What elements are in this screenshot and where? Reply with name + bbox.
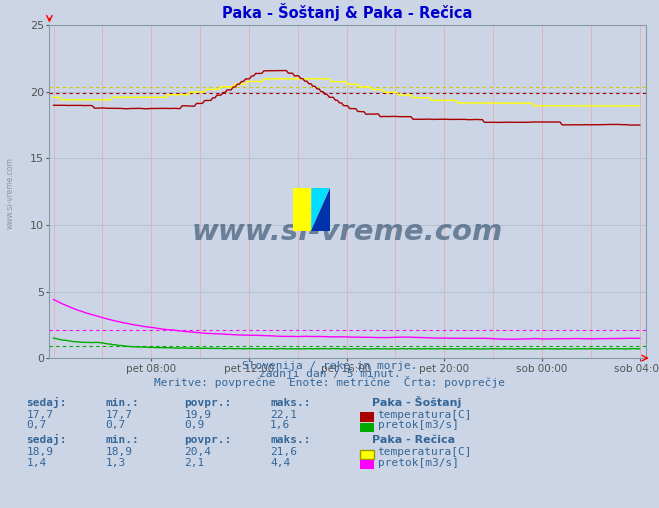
Text: maks.:: maks.: — [270, 435, 310, 446]
Text: 4,4: 4,4 — [270, 458, 291, 468]
Text: Meritve: povprečne  Enote: metrične  Črta: povprečje: Meritve: povprečne Enote: metrične Črta:… — [154, 376, 505, 388]
Text: 2,1: 2,1 — [185, 458, 205, 468]
Polygon shape — [312, 188, 330, 231]
Text: 0,7: 0,7 — [26, 420, 47, 430]
Text: pretok[m3/s]: pretok[m3/s] — [378, 458, 459, 468]
Text: 17,7: 17,7 — [105, 410, 132, 420]
Text: zadnji dan / 5 minut.: zadnji dan / 5 minut. — [258, 369, 401, 379]
Text: 1,6: 1,6 — [270, 420, 291, 430]
Text: 0,9: 0,9 — [185, 420, 205, 430]
Text: min.:: min.: — [105, 398, 139, 408]
Text: 22,1: 22,1 — [270, 410, 297, 420]
Text: maks.:: maks.: — [270, 398, 310, 408]
Bar — [293, 188, 312, 231]
Text: 18,9: 18,9 — [105, 447, 132, 457]
Text: sedaj:: sedaj: — [26, 434, 67, 446]
Text: 0,7: 0,7 — [105, 420, 126, 430]
Text: 20,4: 20,4 — [185, 447, 212, 457]
Text: www.si-vreme.com: www.si-vreme.com — [192, 218, 503, 246]
Text: sedaj:: sedaj: — [26, 397, 67, 408]
Text: min.:: min.: — [105, 435, 139, 446]
Text: 17,7: 17,7 — [26, 410, 53, 420]
Text: www.si-vreme.com: www.si-vreme.com — [5, 157, 14, 229]
Text: Paka - Rečica: Paka - Rečica — [372, 435, 455, 446]
Text: pretok[m3/s]: pretok[m3/s] — [378, 420, 459, 430]
Text: povpr.:: povpr.: — [185, 435, 232, 446]
Text: 1,3: 1,3 — [105, 458, 126, 468]
Text: temperatura[C]: temperatura[C] — [378, 447, 472, 457]
Polygon shape — [312, 188, 330, 231]
Text: Paka - Šoštanj: Paka - Šoštanj — [372, 396, 462, 408]
Title: Paka - Šoštanj & Paka - Rečica: Paka - Šoštanj & Paka - Rečica — [223, 4, 473, 21]
Text: 1,4: 1,4 — [26, 458, 47, 468]
Text: povpr.:: povpr.: — [185, 398, 232, 408]
Text: 21,6: 21,6 — [270, 447, 297, 457]
Text: Slovenija / reke in morje.: Slovenija / reke in morje. — [242, 361, 417, 371]
Text: 18,9: 18,9 — [26, 447, 53, 457]
Text: 19,9: 19,9 — [185, 410, 212, 420]
Text: temperatura[C]: temperatura[C] — [378, 410, 472, 420]
